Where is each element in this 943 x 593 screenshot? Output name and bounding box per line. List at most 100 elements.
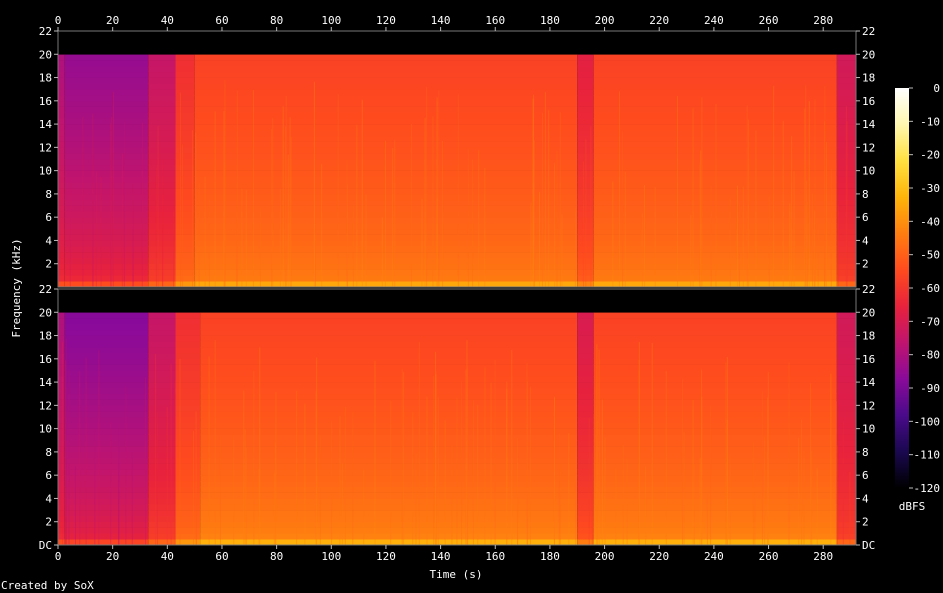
y-tick-label: 12 [39, 399, 52, 412]
y-tick-label: 12 [862, 399, 875, 412]
y-tick-label: 22 [39, 283, 52, 296]
energy-segment [175, 289, 201, 546]
energy-segment [200, 289, 578, 546]
y-tick-label: 14 [862, 118, 876, 131]
y-tick-label: 8 [45, 446, 52, 459]
colorbar-tick-label: -60 [920, 282, 940, 295]
y-tick-label: 8 [45, 188, 52, 201]
energy-segment [58, 289, 65, 546]
x-tick-label: 60 [215, 14, 228, 27]
x-tick-label: 160 [485, 550, 505, 563]
x-tick-label: 0 [55, 550, 62, 563]
x-tick-label: 40 [161, 550, 174, 563]
x-tick-label: 220 [649, 14, 669, 27]
x-tick-label: 80 [270, 550, 283, 563]
y-tick-label: 4 [45, 234, 52, 247]
y-tick-label: 16 [862, 95, 875, 108]
y-tick-label: 2 [45, 258, 52, 271]
x-tick-label: 240 [704, 550, 724, 563]
y-tick-label: 10 [39, 165, 52, 178]
x-tick-label: 120 [376, 550, 396, 563]
energy-segment [64, 31, 149, 288]
x-tick-label: 140 [431, 14, 451, 27]
y-tick-label: 4 [45, 492, 52, 505]
y-tick-label: 18 [39, 72, 52, 85]
x-tick-label: 40 [161, 14, 174, 27]
y-tick-label: 10 [39, 423, 52, 436]
energy-segment [593, 289, 837, 546]
x-tick-label: 20 [106, 14, 119, 27]
x-tick-label: 60 [215, 550, 228, 563]
y-tick-label: 14 [39, 376, 53, 389]
x-tick-label: 20 [106, 550, 119, 563]
x-tick-label: 280 [813, 550, 833, 563]
y-tick-label: 8 [862, 188, 869, 201]
x-tick-label: 260 [759, 14, 779, 27]
energy-segment [175, 31, 195, 288]
x-tick-label: 100 [321, 550, 341, 563]
y-tick-label: 6 [45, 469, 52, 482]
colorbar-tick-label: -80 [920, 349, 940, 362]
colorbar-tick-label: -10 [920, 115, 940, 128]
y-tick-label: 14 [862, 376, 876, 389]
y-tick-label: 14 [39, 118, 53, 131]
y-tick-label: 16 [39, 353, 52, 366]
y-tick-label: 8 [862, 446, 869, 459]
y-tick-label: 16 [862, 353, 875, 366]
y-tick-label: 18 [862, 330, 875, 343]
y-tick-label: 6 [862, 469, 869, 482]
colorbar-tick-label: -30 [920, 182, 940, 195]
x-tick-label: 160 [485, 14, 505, 27]
x-tick-label: 100 [321, 14, 341, 27]
y-tick-label: DC [39, 539, 52, 552]
y-tick-label: 12 [862, 141, 875, 154]
y-tick-label: 20 [862, 48, 875, 61]
y-tick-label: 6 [45, 211, 52, 224]
y-tick-label: 22 [862, 25, 875, 38]
x-tick-label: 80 [270, 14, 283, 27]
x-tick-label: 180 [540, 550, 560, 563]
colorbar-tick-label: 0 [933, 82, 940, 95]
spectrogram-channel-1 [57, 30, 857, 288]
y-tick-label: 12 [39, 141, 52, 154]
energy-segment [148, 289, 176, 546]
energy-segment [836, 31, 856, 288]
energy-segment [58, 31, 65, 288]
colorbar [895, 88, 909, 488]
y-tick-label: 16 [39, 95, 52, 108]
y-tick-label: 2 [45, 516, 52, 529]
y-tick-label: 22 [39, 25, 52, 38]
energy-segment [577, 31, 594, 288]
y-tick-label: 20 [862, 306, 875, 319]
y-tick-label: 10 [862, 165, 875, 178]
y-tick-label: 22 [862, 283, 875, 296]
x-tick-label: 200 [595, 550, 615, 563]
colorbar-tick-label: -100 [914, 415, 941, 428]
colorbar-tick-label: -90 [920, 382, 940, 395]
y-tick-label: DC [862, 539, 875, 552]
colorbar-unit-label: dBFS [899, 500, 926, 513]
x-tick-label: 180 [540, 14, 560, 27]
x-tick-label: 280 [813, 14, 833, 27]
spectrogram-channel-2 [57, 288, 857, 546]
y-axis-label: Frequency (kHz) [10, 238, 23, 337]
colorbar-tick-label: -50 [920, 249, 940, 262]
energy-segment [836, 289, 856, 546]
colorbar-tick-label: -120 [914, 482, 941, 495]
y-tick-label: 18 [39, 330, 52, 343]
y-tick-label: 2 [862, 516, 869, 529]
energy-segment [148, 31, 176, 288]
y-tick-label: 4 [862, 492, 869, 505]
x-tick-label: 120 [376, 14, 396, 27]
y-tick-label: 20 [39, 48, 52, 61]
energy-segment [577, 289, 595, 546]
energy-segment [593, 31, 837, 288]
colorbar-tick-label: -70 [920, 315, 940, 328]
x-tick-label: 200 [595, 14, 615, 27]
x-tick-label: 240 [704, 14, 724, 27]
colorbar-tick-label: -20 [920, 149, 940, 162]
colorbar-tick-label: -110 [914, 449, 941, 462]
colorbar-tick-label: -40 [920, 215, 940, 228]
x-tick-label: 0 [55, 14, 62, 27]
